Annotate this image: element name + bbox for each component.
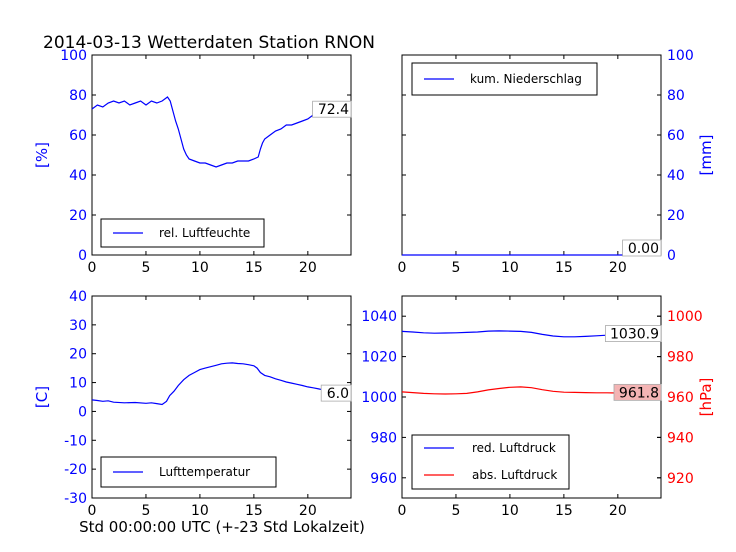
- y-tick-label-left: 20: [69, 208, 87, 224]
- y-tick-label-left: 80: [69, 88, 87, 104]
- y-axis-label: [%]: [33, 142, 51, 168]
- x-tick-label: 10: [191, 503, 209, 519]
- y-tick-label-right: 980: [667, 350, 694, 366]
- y-tick-label-left: 0: [78, 404, 87, 420]
- x-tick-label: 15: [245, 503, 263, 519]
- y-tick-label-right: 940: [667, 430, 694, 446]
- x-tick-label: 5: [451, 260, 460, 276]
- y-tick-label-left: 40: [69, 168, 87, 184]
- y-tick-label-right: 20: [667, 208, 685, 224]
- y-tick-label-right: 40: [667, 168, 685, 184]
- series-line: [91, 362, 352, 406]
- x-tick-label: 0: [88, 260, 97, 276]
- y-tick-label-left: 1000: [361, 390, 397, 406]
- y-tick-label-right: 1000: [667, 309, 703, 325]
- x-tick-label: 5: [141, 260, 150, 276]
- y-tick-label-right: 920: [667, 471, 694, 487]
- x-tick-label: 20: [299, 260, 317, 276]
- series-line: [91, 96, 352, 168]
- y-tick-label-right: 100: [667, 48, 694, 64]
- x-tick-label: 0: [398, 260, 407, 276]
- y-tick-label-left: 30: [69, 318, 87, 334]
- y-axis-label: [C]: [33, 386, 51, 408]
- value-label: 1030.9: [610, 327, 659, 343]
- x-tick-label: 15: [555, 260, 573, 276]
- legend: rel. Luftfeuchte: [100, 218, 265, 248]
- y-tick-label-left: 1020: [361, 350, 397, 366]
- legend-box: [411, 434, 570, 490]
- y-tick-label-left: 10: [69, 376, 87, 392]
- y-tick-label-left: 100: [60, 48, 87, 64]
- y-axis-label: [mm]: [697, 135, 715, 176]
- y-tick-label-right: 960: [667, 390, 694, 406]
- x-tick-label: 20: [299, 503, 317, 519]
- y-tick-label-left: 20: [69, 347, 87, 363]
- x-tick-label: 10: [191, 260, 209, 276]
- y-tick-label-right: 0: [667, 248, 676, 264]
- legend-label: red. Luftdruck: [472, 441, 556, 455]
- legend: red. Luftdruck abs. Luftdruck: [411, 434, 570, 490]
- value-label: 6.0: [327, 386, 349, 402]
- x-tick-label: 0: [88, 503, 97, 519]
- legend-label: Lufttemperatur: [159, 465, 250, 479]
- x-axis-label: Std 00:00:00 UTC (+-23 Std Lokalzeit): [79, 518, 365, 536]
- panel-pressure: 0 5 10 15 20 960 980 1000 1020 1040 920 940 960 980 10…: [361, 295, 715, 519]
- x-tick-label: 0: [398, 503, 407, 519]
- x-tick-label: 15: [245, 260, 263, 276]
- y-axis-label: [hPa]: [697, 378, 715, 417]
- y-tick-label-right: 60: [667, 128, 685, 144]
- legend: Lufttemperatur: [100, 456, 277, 488]
- y-tick-label-left: 960: [370, 471, 397, 487]
- x-tick-label: 10: [501, 503, 519, 519]
- value-label-box: [613, 383, 662, 401]
- x-tick-label: 20: [609, 260, 627, 276]
- value-label-box: [622, 239, 662, 257]
- panel-temperature: 0 5 10 15 20 -30 -20 -10 0 10 20 30 40 [C] 6.0 Lufttemp…: [33, 289, 352, 519]
- legend-label: rel. Luftfeuchte: [159, 226, 250, 240]
- panel-humidity: 0 5 10 15 20 0 20 40 60 80 100 [%] 72.4 rel. Luftfeuc…: [33, 48, 352, 276]
- legend: kum. Niederschlag: [411, 62, 598, 96]
- panel-precipitation: 0 5 10 15 20 0 20 40 60 80 100 [mm] 0.00 kum. Nieders…: [398, 48, 715, 276]
- legend-label: abs. Luftdruck: [472, 468, 557, 482]
- x-tick-label: 10: [501, 260, 519, 276]
- value-label: 0.00: [628, 241, 659, 257]
- x-tick-label: 15: [555, 503, 573, 519]
- y-tick-label-left: -20: [64, 462, 87, 478]
- y-tick-label-left: 980: [370, 430, 397, 446]
- y-tick-label-left: 1040: [361, 309, 397, 325]
- y-tick-label-left: 60: [69, 128, 87, 144]
- x-tick-label: 20: [609, 503, 627, 519]
- value-label-box: [312, 100, 352, 118]
- x-tick-label: 5: [141, 503, 150, 519]
- value-label-box: [605, 325, 662, 342]
- y-tick-label-left: 0: [78, 248, 87, 264]
- y-tick-label-right: 80: [667, 88, 685, 104]
- legend-label: kum. Niederschlag: [470, 72, 582, 86]
- y-tick-label-left: 40: [69, 289, 87, 305]
- chart-title: 2014-03-13 Wetterdaten Station RNON: [43, 33, 375, 53]
- value-label-box: [320, 384, 352, 402]
- value-label: 961.8: [619, 385, 659, 401]
- value-label: 72.4: [318, 102, 349, 118]
- y-tick-label-left: -10: [64, 433, 87, 449]
- y-tick-label-left: -30: [64, 491, 87, 507]
- x-tick-label: 5: [451, 503, 460, 519]
